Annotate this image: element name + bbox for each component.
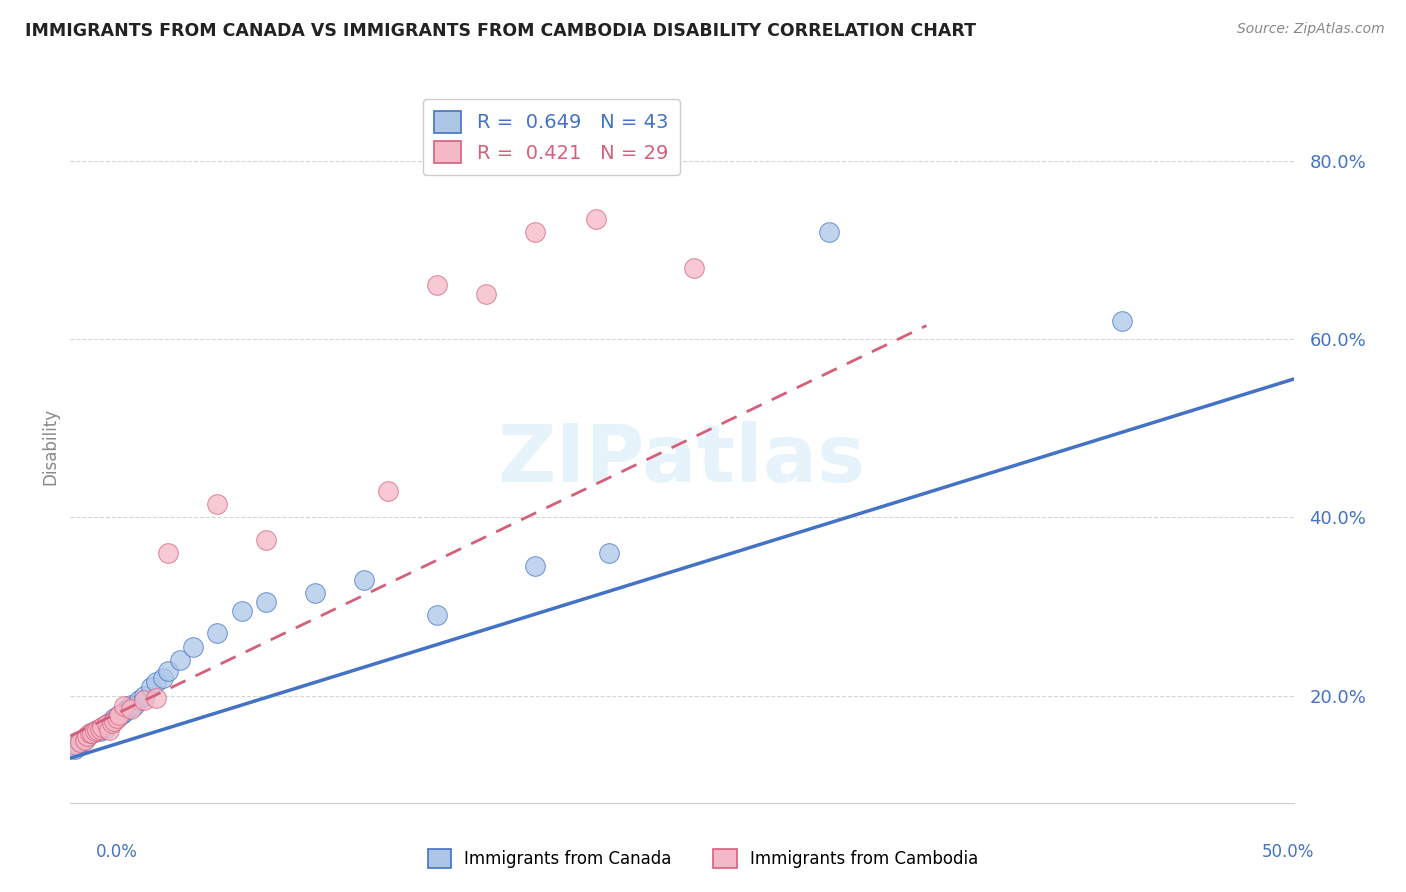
Point: [254, 595, 277, 609]
Point: [426, 278, 449, 293]
Point: [103, 711, 125, 725]
Point: [205, 497, 228, 511]
Point: [524, 559, 547, 574]
Point: [101, 714, 124, 728]
Point: [205, 626, 228, 640]
Point: [817, 225, 839, 239]
Point: [132, 689, 155, 703]
Point: [377, 483, 399, 498]
Text: 0.0%: 0.0%: [96, 843, 138, 861]
Point: [121, 698, 143, 712]
Point: [83, 724, 105, 739]
Point: [79, 727, 101, 741]
Point: [86, 723, 108, 737]
Point: [139, 680, 162, 694]
Point: [72, 733, 94, 747]
Legend: Immigrants from Canada, Immigrants from Cambodia: Immigrants from Canada, Immigrants from …: [420, 842, 986, 875]
Text: ZIPatlas: ZIPatlas: [498, 421, 866, 500]
Point: [83, 724, 105, 739]
Point: [585, 211, 607, 226]
Point: [82, 726, 104, 740]
Point: [96, 717, 118, 731]
Point: [79, 726, 101, 740]
Point: [122, 699, 145, 714]
Point: [98, 715, 121, 730]
Point: [121, 702, 143, 716]
Point: [105, 711, 128, 725]
Point: [157, 664, 180, 678]
Point: [111, 706, 134, 721]
Point: [73, 731, 96, 746]
Point: [231, 604, 253, 618]
Point: [98, 723, 121, 737]
Point: [426, 608, 449, 623]
Point: [118, 701, 141, 715]
Point: [89, 722, 111, 736]
Legend: R =  0.649   N = 43, R =  0.421   N = 29: R = 0.649 N = 43, R = 0.421 N = 29: [423, 99, 681, 175]
Point: [683, 260, 706, 275]
Point: [169, 653, 191, 667]
Point: [101, 715, 124, 730]
Point: [91, 720, 114, 734]
Point: [128, 693, 150, 707]
Point: [93, 722, 115, 736]
Text: Source: ZipAtlas.com: Source: ZipAtlas.com: [1237, 22, 1385, 37]
Point: [598, 546, 620, 560]
Point: [254, 533, 277, 547]
Point: [132, 693, 155, 707]
Point: [76, 729, 98, 743]
Point: [108, 708, 131, 723]
Point: [91, 720, 114, 734]
Point: [181, 640, 204, 654]
Point: [69, 735, 91, 749]
Point: [1111, 314, 1133, 328]
Point: [145, 690, 167, 705]
Point: [73, 733, 96, 747]
Point: [115, 702, 138, 716]
Point: [89, 724, 111, 739]
Point: [112, 705, 135, 719]
Point: [475, 287, 498, 301]
Point: [105, 711, 128, 725]
Point: [63, 738, 86, 752]
Point: [145, 675, 167, 690]
Point: [76, 729, 98, 743]
Point: [157, 546, 180, 560]
Point: [524, 225, 547, 239]
Text: 50.0%: 50.0%: [1263, 843, 1315, 861]
Point: [108, 708, 131, 723]
Point: [82, 726, 104, 740]
Point: [152, 671, 174, 685]
Text: IMMIGRANTS FROM CANADA VS IMMIGRANTS FROM CAMBODIA DISABILITY CORRELATION CHART: IMMIGRANTS FROM CANADA VS IMMIGRANTS FRO…: [25, 22, 976, 40]
Point: [112, 699, 135, 714]
Point: [86, 723, 108, 737]
Y-axis label: Disability: Disability: [41, 408, 59, 484]
Point: [304, 586, 326, 600]
Point: [96, 717, 118, 731]
Point: [103, 714, 125, 728]
Point: [63, 742, 86, 756]
Point: [353, 573, 375, 587]
Point: [66, 738, 89, 752]
Point: [69, 735, 91, 749]
